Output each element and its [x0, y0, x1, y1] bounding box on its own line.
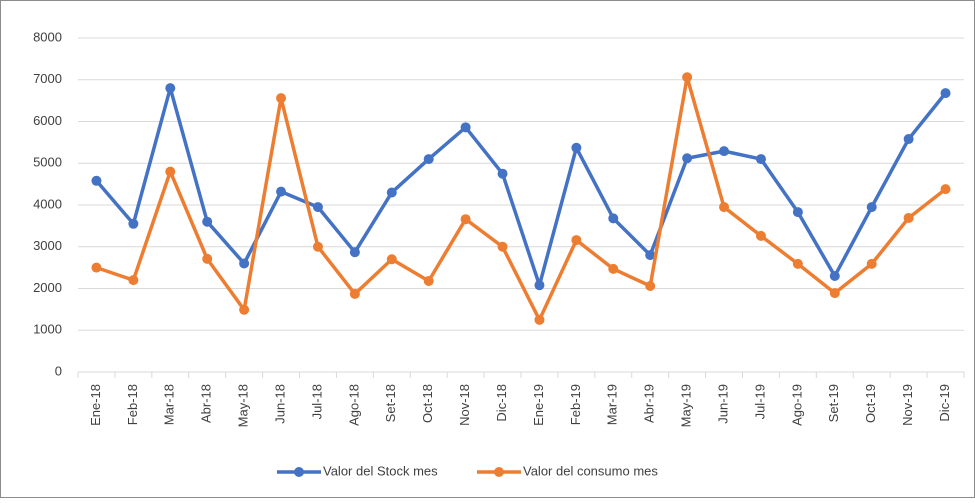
point	[497, 168, 508, 179]
y-tick-label: 5000	[33, 155, 62, 170]
point	[940, 88, 951, 99]
point	[239, 304, 250, 315]
point	[792, 207, 803, 218]
point	[497, 241, 508, 252]
point	[792, 258, 803, 269]
point	[534, 280, 545, 291]
point	[460, 122, 471, 133]
point	[571, 142, 582, 153]
point	[423, 275, 434, 286]
x-tick-label: Abr-19	[642, 384, 657, 423]
point	[91, 262, 102, 273]
x-tick-label: May-19	[679, 384, 694, 427]
point	[349, 288, 360, 299]
legend-label: Valor del consumo mes	[523, 463, 658, 478]
x-tick-label: Jun-18	[272, 384, 287, 424]
point	[645, 250, 656, 261]
series-line	[95, 75, 947, 322]
y-tick-label: 8000	[33, 29, 62, 44]
point	[202, 216, 213, 227]
x-tick-label: Abr-18	[199, 384, 214, 423]
point	[645, 280, 656, 291]
x-tick-label: Ago-18	[346, 384, 361, 426]
y-tick-label: 7000	[33, 71, 62, 86]
point	[276, 93, 287, 104]
point	[91, 175, 102, 186]
x-tick-label: Jul-18	[309, 384, 324, 419]
x-tick-label: Ene-18	[88, 384, 103, 426]
x-tick-label: Set-18	[383, 384, 398, 422]
point	[903, 212, 914, 223]
point	[608, 213, 619, 224]
point	[165, 83, 176, 94]
x-tick-label: Nov-19	[900, 384, 915, 426]
point	[349, 247, 360, 258]
y-tick-label: 0	[55, 363, 62, 378]
point	[866, 202, 877, 213]
x-tick-label: Oct-18	[420, 384, 435, 423]
x-tick-label: Mar-18	[162, 384, 177, 425]
series-line	[95, 86, 947, 287]
legend-marker	[294, 467, 304, 477]
point	[755, 154, 766, 165]
point	[903, 134, 914, 145]
point	[202, 253, 213, 264]
x-tick-label: Feb-19	[568, 384, 583, 425]
x-tick-label: Nov-18	[457, 384, 472, 426]
point	[682, 72, 693, 83]
point	[128, 218, 139, 229]
point	[276, 186, 287, 197]
point	[719, 146, 730, 157]
y-tick-label: 2000	[33, 280, 62, 295]
x-tick-label: Jul-19	[752, 384, 767, 419]
x-tick-label: Ago-19	[789, 384, 804, 426]
point	[608, 263, 619, 274]
point	[128, 275, 139, 286]
x-tick-label: Jun-19	[715, 384, 730, 424]
point	[829, 288, 840, 299]
point	[534, 314, 545, 325]
x-tick-label: May-18	[236, 384, 251, 427]
point	[682, 153, 693, 164]
x-tick-label: Dic-19	[937, 384, 952, 422]
point	[423, 154, 434, 165]
point	[165, 166, 176, 177]
point	[571, 235, 582, 246]
legend-marker	[494, 467, 504, 477]
point	[312, 241, 323, 252]
legend-label: Valor del Stock mes	[323, 463, 438, 478]
point	[386, 254, 397, 265]
y-tick-label: 3000	[33, 238, 62, 253]
x-tick-label: Dic-18	[494, 384, 509, 422]
x-tick-label: Ene-19	[531, 384, 546, 426]
y-tick-label: 4000	[33, 196, 62, 211]
x-tick-label: Feb-18	[125, 384, 140, 425]
point	[755, 230, 766, 241]
y-tick-label: 6000	[33, 113, 62, 128]
x-tick-label: Mar-19	[605, 384, 620, 425]
y-tick-label: 1000	[33, 322, 62, 337]
x-tick-label: Set-19	[826, 384, 841, 422]
x-tick-label: Oct-19	[863, 384, 878, 423]
point	[866, 258, 877, 269]
point	[719, 202, 730, 213]
point	[239, 258, 250, 269]
point	[386, 187, 397, 198]
point	[312, 202, 323, 213]
point	[940, 184, 951, 195]
point	[829, 270, 840, 281]
point	[460, 214, 471, 225]
